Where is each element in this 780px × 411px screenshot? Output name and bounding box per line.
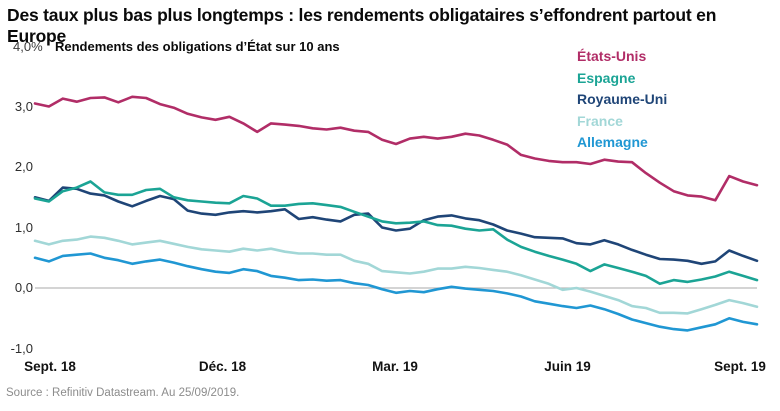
x-tick-label: Déc. 18 xyxy=(198,359,247,374)
x-tick-label: Sept. 18 xyxy=(24,359,76,374)
line-france xyxy=(33,235,759,315)
x-tick-label: Mar. 19 xyxy=(372,359,418,374)
chart-subtitle: Rendements des obligations d’État sur 10… xyxy=(55,39,340,54)
page-title: Des taux plus bas plus longtemps : les r… xyxy=(7,5,717,46)
legend-item-espagne: Espagne xyxy=(577,69,636,86)
line-royaume-uni xyxy=(33,186,759,266)
y-tick-label: 2,0 xyxy=(14,159,33,174)
y-tick-label: 0,0 xyxy=(14,280,33,295)
y-tick-label: -1,0 xyxy=(10,340,33,356)
subtitle-row: 4,0% Rendements des obligations d’État s… xyxy=(0,39,780,55)
y-axis-max-label: 4,0% xyxy=(13,39,43,54)
x-tick-label: Sept. 19 xyxy=(714,359,766,374)
line-allemagne xyxy=(33,252,759,332)
legend-item-allemagne: Allemagne xyxy=(577,134,648,151)
line-etats-unis xyxy=(33,95,759,202)
legend-item-etats-unis: États-Unis xyxy=(577,48,647,64)
y-tick-label: 3,0 xyxy=(14,98,33,114)
legend-item-france: France xyxy=(577,112,623,129)
legend-item-royaume-uni: Royaume-Uni xyxy=(577,91,668,108)
line-espagne xyxy=(33,180,759,286)
y-tick-label: 1,0 xyxy=(14,219,33,235)
source-note: Source : Refinitiv Datastream. Au 25/09/… xyxy=(6,387,240,399)
chart-legend: États-Unis Espagne Royaume-Uni France Allema… xyxy=(577,46,667,154)
x-tick-label: Juin 19 xyxy=(544,359,591,374)
